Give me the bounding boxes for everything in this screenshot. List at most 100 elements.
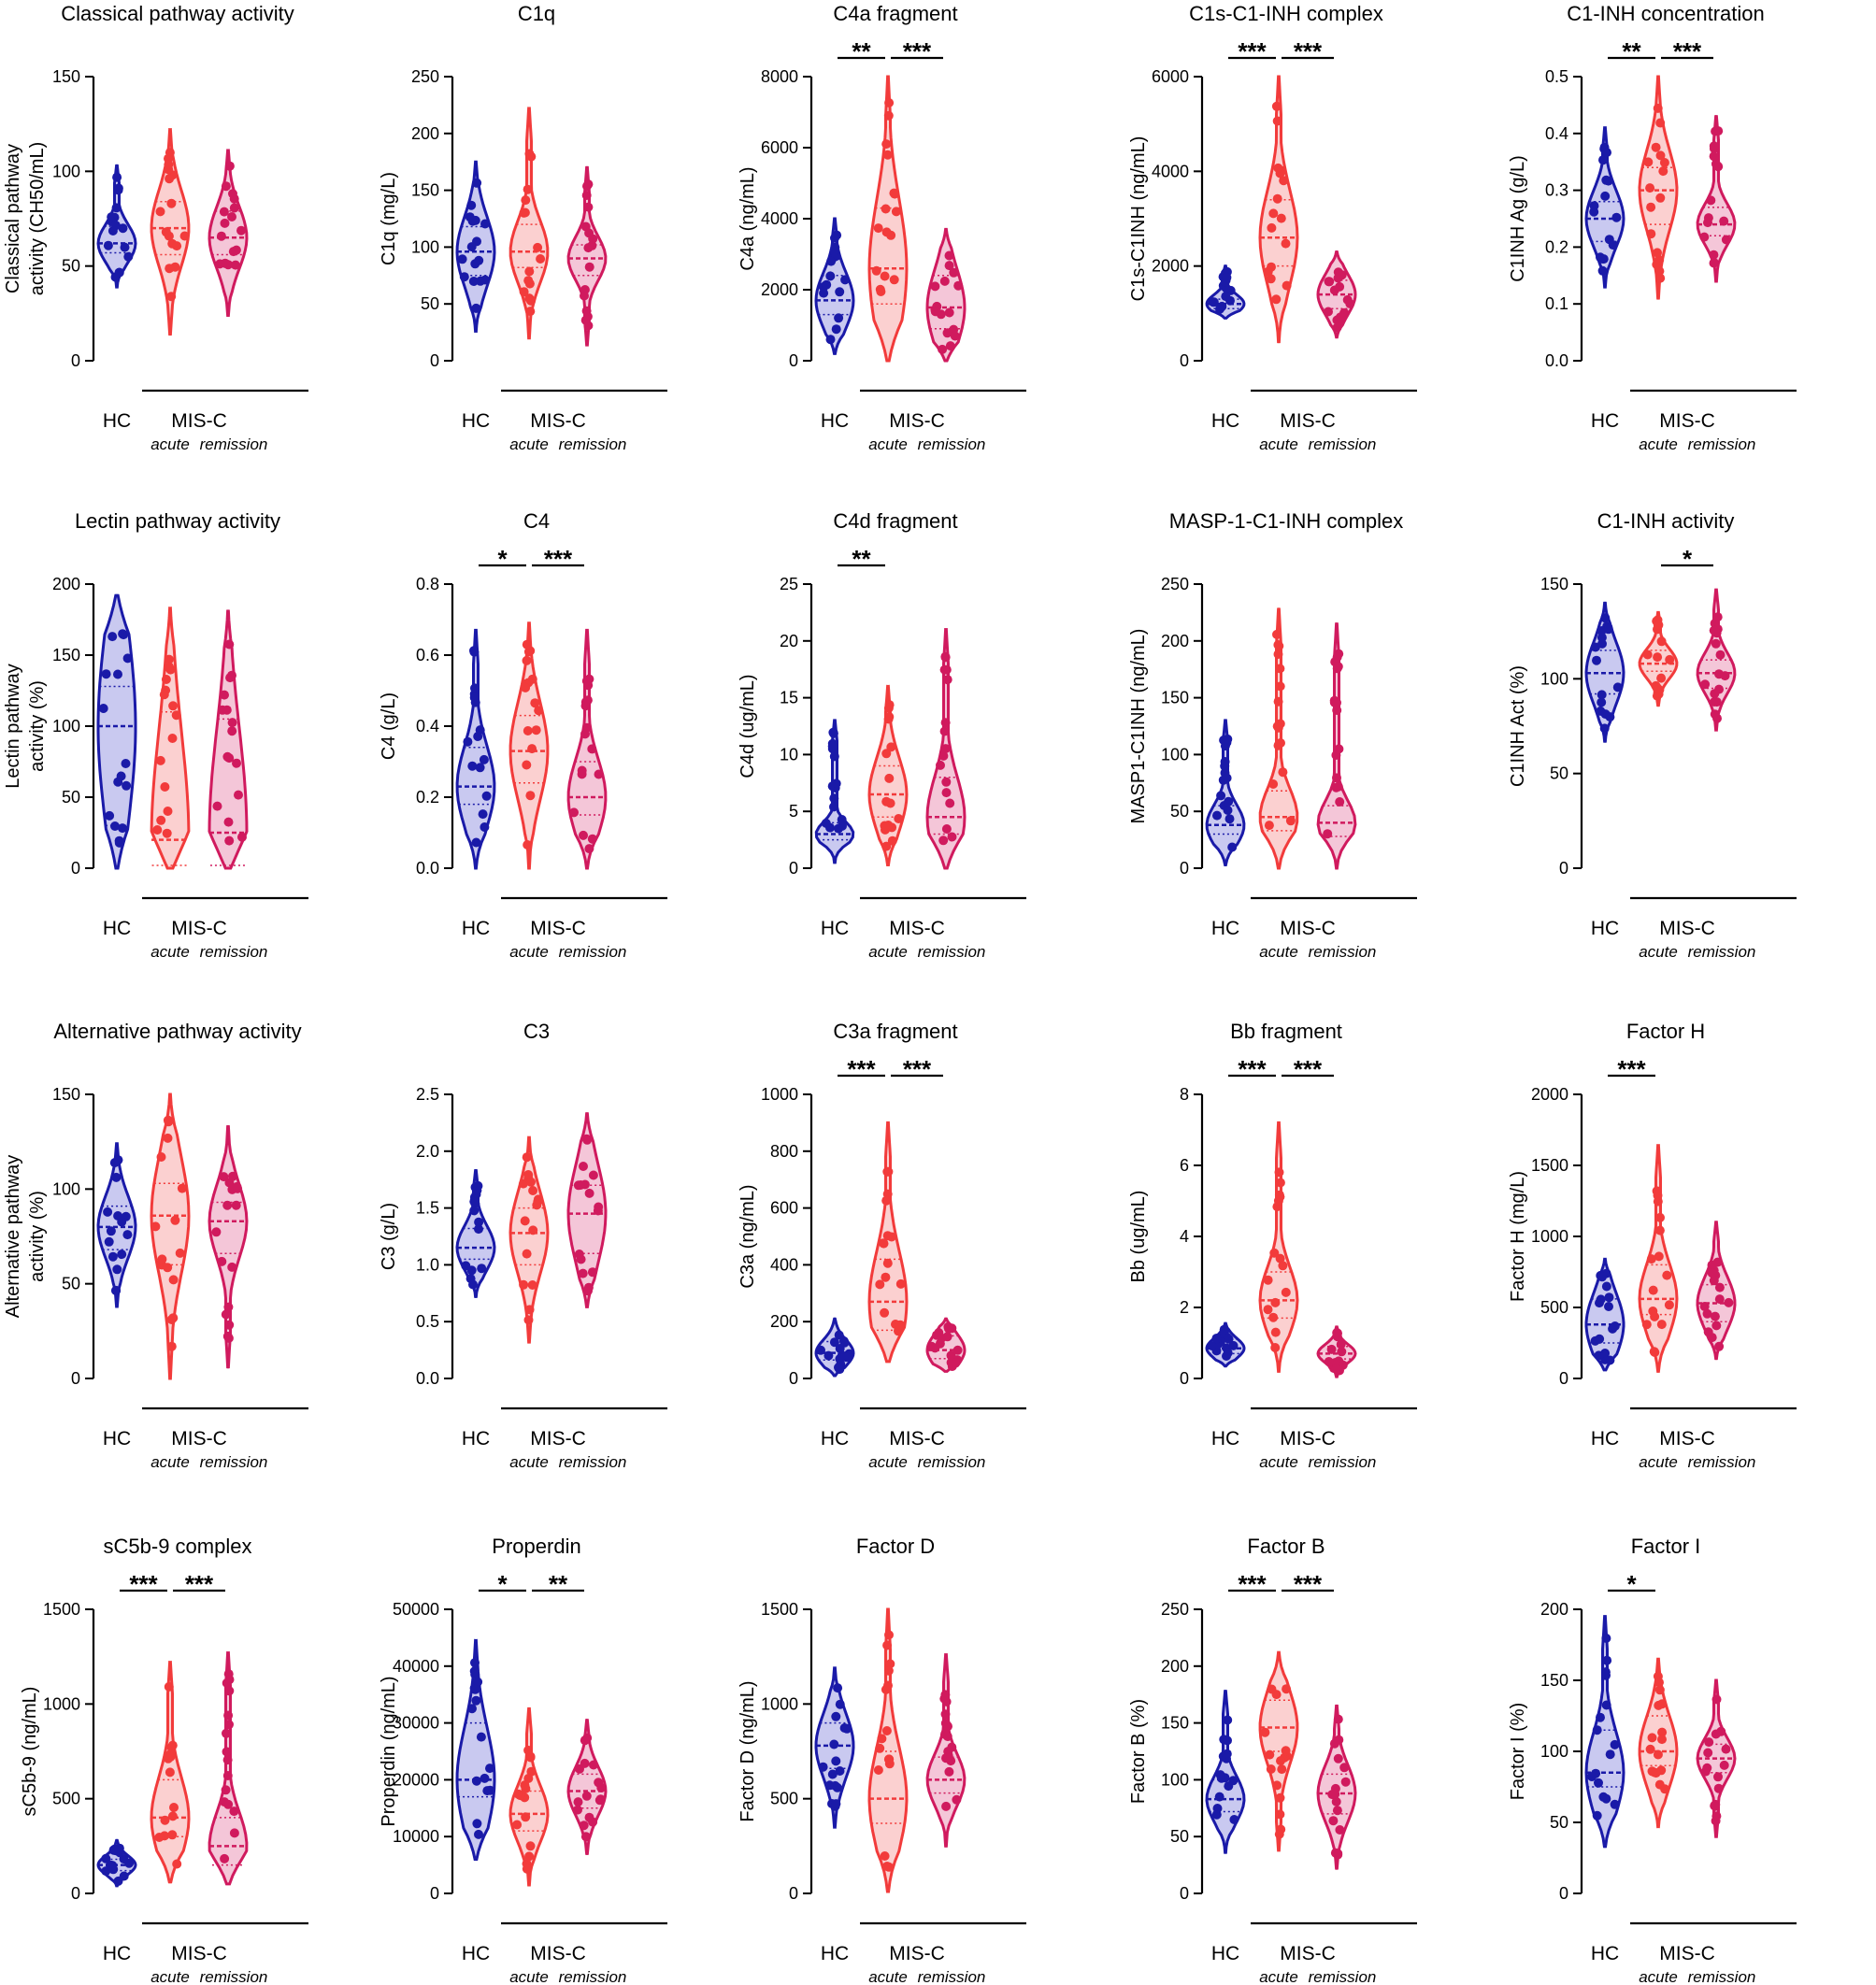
data-point-hc [101,1853,111,1864]
data-point-remission [1711,1321,1722,1331]
y-tick-label: 1.5 [416,1199,439,1218]
group-label-acute: acute [509,943,549,961]
data-point-hc [467,1704,477,1714]
data-point-acute [160,1815,170,1825]
data-point-hc [1605,1355,1615,1365]
data-point-remission [1337,270,1347,280]
y-tick-label: 0 [789,1884,798,1903]
y-tick-label: 1000 [1531,1227,1568,1246]
data-point-acute [1274,641,1284,651]
panel-3: C1s-C1-INH complex C1s-C1INH (ng/mL) 0 2000… [1128,2,1417,453]
data-point-acute [528,1225,538,1235]
data-point-acute [523,726,533,735]
data-point-remission [1712,612,1723,622]
group-label-acute: acute [868,1453,908,1471]
violin-hc [1205,1690,1246,1854]
y-tick-label: 0 [1559,1884,1568,1903]
y-tick-label: 1000 [43,1694,80,1713]
data-point-acute [520,1216,530,1226]
y-tick-label: 0.6 [416,646,439,664]
y-axis-label: C1INH Act (%) [1508,665,1528,787]
data-point-acute [524,1851,535,1862]
data-point-hc [115,1848,125,1858]
data-point-hc [107,632,118,642]
data-point-acute [167,1740,178,1750]
significance-stars: *** [847,1055,876,1083]
data-point-hc [1223,1348,1233,1358]
panel-5: Lectin pathway activity Lectin pathway act… [3,509,308,961]
data-point-acute [1268,1312,1279,1322]
data-point-acute [1648,1285,1658,1295]
data-point-remission [953,280,964,291]
data-point-hc [470,1658,480,1668]
y-tick-label: 4000 [761,209,798,228]
significance-stars: *** [1238,1055,1267,1083]
y-axis-label: C4 (g/L) [379,693,399,760]
y-axis-label: Properdin (ng/mL) [379,1676,399,1826]
group-label-misc: MIS-C [1659,1943,1715,1964]
data-point-acute [1269,1248,1280,1258]
data-point-acute [522,760,532,770]
group-label-remission: remission [200,1968,268,1985]
data-point-remission [222,1747,232,1757]
data-point-acute [523,840,533,850]
data-point-remission [579,1162,588,1171]
data-point-acute [523,647,534,657]
group-label-misc: MIS-C [1280,1428,1336,1449]
data-point-acute [881,749,892,759]
y-tick-label: 100 [411,237,439,256]
data-point-hc [1221,292,1231,302]
data-point-acute [512,1820,523,1830]
data-point-hc [831,1756,841,1766]
y-axis-label: C4a (ng/mL) [738,166,758,270]
data-point-hc [466,242,477,252]
data-point-hc [474,1829,483,1839]
data-point-acute [1272,1780,1282,1791]
y-tick-label: 500 [770,1790,798,1808]
data-point-remission [938,835,949,846]
significance-stars: * [497,545,508,573]
data-point-remission [583,1282,594,1292]
data-point-remission [579,830,588,840]
panel-14: Factor H Factor H (mg/L) 0 500 1000 1500 2000 H… [1508,1020,1797,1471]
data-point-acute [1270,1343,1281,1352]
group-label-acute: acute [1639,1453,1678,1471]
data-point-acute [1649,1347,1659,1357]
y-tick-label: 100 [1161,1770,1189,1789]
y-axis-label: C1q (mg/L) [379,172,399,265]
data-point-remission [1333,781,1343,792]
group-label-hc: HC [462,1943,490,1964]
data-point-remission [1333,1714,1343,1724]
panel-0: Classical pathway activity Classical path… [3,2,308,453]
data-point-acute [1658,166,1668,177]
data-point-hc [825,271,836,281]
data-point-acute [1263,1305,1273,1315]
significance-stars: ** [852,37,871,65]
data-point-acute [531,725,541,735]
data-point-remission [589,1760,598,1770]
data-point-remission [237,832,247,842]
data-point-acute [1263,266,1273,277]
data-point-hc [1224,1781,1234,1792]
data-point-remission [941,824,952,834]
data-point-hc [111,1286,122,1295]
y-tick-label: 6000 [761,138,798,157]
data-point-remission [1335,1825,1345,1835]
y-tick-label: 150 [1540,1671,1568,1690]
data-point-hc [112,172,122,182]
data-point-remission [584,1188,594,1198]
data-point-hc [1600,613,1611,623]
panel-16: Properdin Properdin (ng/mL) 0 10000 20000 300… [379,1535,667,1985]
data-point-acute [1271,294,1282,305]
data-point-remission [942,675,952,685]
data-point-acute [172,1859,182,1869]
panel-title: Factor D [856,1535,935,1558]
data-point-remission [1324,1357,1334,1366]
data-point-remission [222,1728,231,1738]
data-point-acute [161,675,171,684]
y-tick-label: 0.2 [416,788,439,807]
data-point-acute [884,98,895,107]
data-point-hc [829,793,839,804]
violin-hc [96,1142,137,1308]
y-tick-label: 250 [411,67,439,86]
